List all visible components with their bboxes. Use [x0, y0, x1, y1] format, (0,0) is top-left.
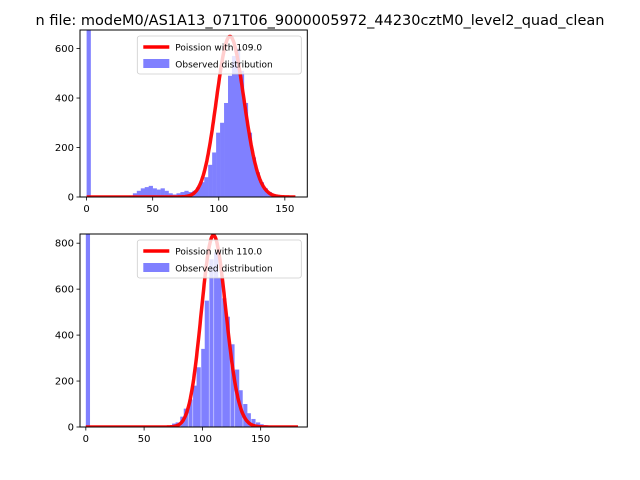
x-tick-label: 50 — [138, 434, 151, 445]
hist-bar — [230, 344, 235, 427]
hist-bar — [164, 190, 169, 197]
hist-bar — [235, 48, 241, 197]
legend-hist-label: Observed distribution — [175, 61, 272, 71]
y-tick-label: 200 — [55, 143, 74, 154]
legend-hist-swatch — [143, 59, 170, 68]
hist-bar — [209, 259, 214, 427]
plot-content — [85, 30, 297, 197]
hist-bar — [132, 193, 138, 197]
hist-bar — [225, 316, 230, 427]
y-tick-label: 0 — [68, 423, 74, 434]
hist-bar — [86, 30, 91, 197]
hist-bar — [156, 189, 161, 197]
hist-bar — [176, 193, 181, 197]
legend: Poission with 110.0 Observed distribution — [136, 239, 302, 279]
legend: Poission with 109.0 Observed distribution — [136, 35, 302, 75]
y-tick-label: 400 — [55, 94, 74, 105]
hist-bar — [251, 157, 257, 197]
hist-bar — [196, 187, 201, 197]
legend-fit-label: Poission with 110.0 — [175, 248, 262, 258]
quadrant-2-panel: 0 50 100 150 0 200 400 600 800 Poission with 110.… — [55, 233, 308, 445]
hist-bar — [246, 413, 251, 427]
y-tick-label: 800 — [55, 239, 74, 250]
y-tick-label: 0 — [68, 193, 74, 204]
hist-bar — [239, 70, 245, 197]
hist-bar — [204, 300, 209, 427]
hist-bar — [152, 188, 157, 197]
hist-bar — [148, 185, 153, 197]
hist-bar — [259, 182, 264, 197]
hist-bar — [224, 102, 229, 197]
legend-hist-swatch — [143, 263, 170, 272]
hist-bar — [255, 172, 260, 197]
hist-bar — [208, 164, 213, 197]
x-tick-label: 150 — [275, 204, 294, 215]
hist-bar — [217, 277, 222, 427]
legend-box — [136, 35, 302, 75]
hist-bar — [231, 55, 237, 197]
hist-bar — [247, 132, 253, 197]
hist-bar — [212, 152, 217, 197]
x-tick-label: 0 — [83, 434, 89, 445]
hist-bar — [220, 122, 225, 197]
axes-frame — [79, 233, 308, 428]
hist-bar — [136, 190, 142, 197]
x-tick-label: 100 — [193, 434, 212, 445]
y-tick-label: 200 — [55, 377, 74, 388]
hist-bar — [214, 252, 219, 427]
hist-bar — [188, 399, 193, 427]
y-tick-label: 600 — [55, 285, 74, 296]
legend-fit-label: Poission with 109.0 — [175, 44, 262, 54]
hist-bar — [243, 102, 249, 197]
hist-bar — [228, 75, 233, 197]
hist-bar — [168, 193, 173, 197]
hist-bar — [263, 188, 268, 197]
hist-bar — [222, 298, 227, 427]
hist-bar — [140, 188, 146, 197]
hist-bar — [200, 182, 205, 197]
hist-bar — [256, 422, 261, 427]
quadrant-0-panel: 0 50 100 150 0 200 400 600 Poission with 109.0 Ob… — [55, 29, 308, 215]
x-tick-label: 50 — [146, 204, 159, 215]
poisson-fit-line — [85, 34, 297, 197]
x-tick-label: 0 — [83, 204, 89, 215]
hist-bar — [193, 385, 198, 427]
figure-suptitle: n file: modeM0/AS1A13_071T06_9000005972_… — [36, 13, 605, 29]
hist-bar — [201, 348, 206, 427]
legend-box — [136, 239, 302, 279]
y-tick-label: 400 — [55, 331, 74, 342]
hist-bar — [184, 190, 189, 197]
x-tick-label: 100 — [209, 204, 228, 215]
hist-bar — [204, 177, 209, 197]
x-tick-label: 150 — [251, 434, 270, 445]
hist-bar — [180, 192, 185, 197]
hist-bar — [251, 418, 256, 427]
suptitle-text: n file: modeM0/AS1A13_071T06_9000005972_… — [36, 13, 605, 29]
hist-bar — [160, 188, 165, 197]
axes-frame — [79, 29, 308, 198]
hist-bar — [85, 234, 91, 427]
hist-bar — [196, 367, 201, 427]
y-tick-label: 600 — [55, 44, 74, 55]
hist-bar — [216, 132, 221, 197]
hist-bar — [144, 187, 149, 197]
legend-hist-label: Observed distribution — [175, 265, 272, 275]
